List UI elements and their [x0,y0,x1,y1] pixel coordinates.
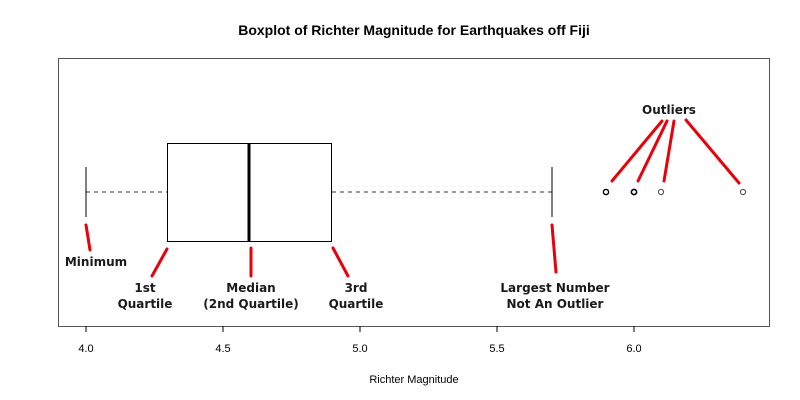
label-median-line1: Median [226,281,275,295]
plot-frame [58,58,770,327]
label-q3-line1: 3rd [345,281,368,295]
x-tick-label: 4.0 [78,343,93,355]
pointer-outlier-4 [684,118,741,185]
pointer-minimum [84,223,92,252]
pointer-largest [550,223,558,274]
label-largest-line1: Largest Number [500,281,609,295]
x-tick-label: 5.5 [489,343,504,355]
annotation-pointers [84,118,741,278]
chart-title: Boxplot of Richter Magnitude for Earthqu… [238,22,590,38]
annotation-labels: Minimum 1st Quartile Median (2nd Quartil… [65,103,696,311]
x-tick-label: 6.0 [626,343,641,355]
label-q3-line2: Quartile [329,297,384,311]
pointer-q1 [150,247,169,278]
label-outliers: Outliers [642,103,696,117]
label-median-line2: (2nd Quartile) [203,297,299,311]
label-q1-line2: Quartile [118,297,173,311]
pointer-outlier-2 [636,119,669,183]
pointer-q3 [331,246,350,278]
label-largest-line2: Not An Outlier [507,297,604,311]
outlier-point [630,188,638,196]
outlier-point [739,188,747,196]
pointer-outlier-1 [610,119,664,183]
label-minimum: Minimum [65,255,127,269]
pointer-outlier-3 [662,119,676,183]
x-tick-label: 4.5 [215,343,230,355]
label-q1-line1: 1st [134,281,155,295]
x-axis-label: Richter Magnitude [369,374,458,386]
outlier-point [657,188,665,196]
x-axis: 4.0 4.5 5.0 5.5 6.0 Richter Magnitude [78,326,642,386]
outlier-point [602,188,610,196]
x-tick-label: 5.0 [352,343,367,355]
boxplot [85,143,747,242]
